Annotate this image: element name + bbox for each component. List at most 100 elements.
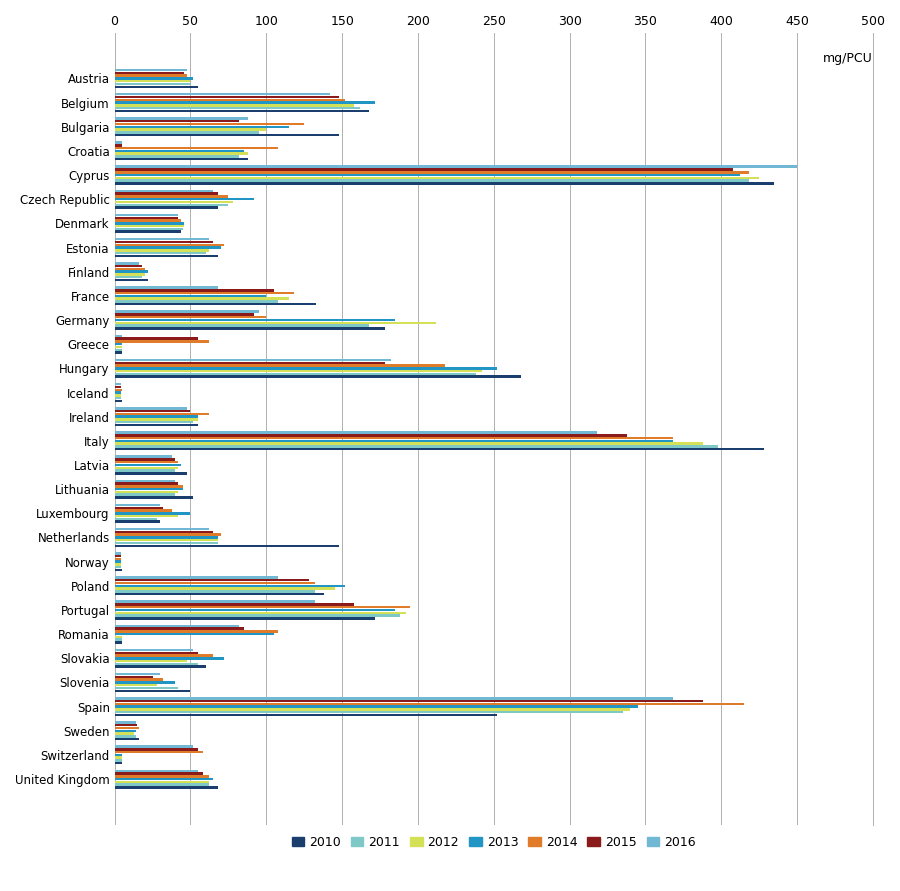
Bar (114, 316, 266, 318)
Bar (114, 603, 355, 606)
Bar (114, 150, 244, 152)
Bar (114, 437, 673, 439)
Bar (114, 649, 194, 651)
Bar (114, 552, 121, 554)
Bar (114, 110, 369, 112)
Bar (114, 413, 209, 415)
Bar (114, 446, 718, 447)
Bar (114, 262, 139, 265)
Bar (114, 732, 134, 735)
Bar (114, 775, 209, 778)
Bar (114, 464, 181, 466)
Bar (114, 673, 160, 675)
Bar (114, 528, 209, 530)
Bar (114, 340, 209, 343)
Bar (114, 609, 395, 611)
Bar (114, 510, 172, 511)
Bar (114, 706, 638, 707)
Bar (114, 203, 229, 206)
Bar (114, 566, 121, 568)
Bar (114, 276, 142, 279)
Bar (114, 274, 145, 275)
Bar (114, 86, 198, 88)
Bar (114, 166, 797, 168)
Bar (114, 238, 209, 241)
Bar (114, 544, 339, 547)
Bar (114, 375, 521, 378)
Bar (114, 123, 304, 125)
Bar (114, 120, 239, 122)
Bar (114, 200, 233, 203)
Bar (114, 772, 202, 775)
Bar (114, 584, 346, 587)
Bar (114, 410, 191, 413)
Text: mg/PCU: mg/PCU (824, 52, 873, 65)
Bar (114, 383, 121, 386)
Bar (114, 192, 218, 195)
Bar (114, 699, 703, 702)
Bar (114, 69, 187, 71)
Bar (114, 721, 136, 723)
Bar (114, 370, 482, 372)
Bar (114, 531, 213, 533)
Bar (114, 388, 122, 391)
Bar (114, 78, 194, 79)
Bar (114, 703, 744, 705)
Bar (114, 400, 122, 402)
Bar (114, 267, 145, 270)
Bar (114, 231, 181, 233)
Bar (114, 651, 198, 654)
Bar (114, 590, 315, 593)
Bar (114, 279, 148, 282)
Bar (114, 372, 475, 375)
Bar (114, 147, 278, 150)
Bar (114, 536, 218, 539)
Bar (114, 289, 274, 291)
Bar (114, 711, 623, 714)
Bar (114, 298, 289, 300)
Bar (114, 418, 198, 421)
Bar (114, 182, 774, 184)
Bar (114, 443, 703, 445)
Bar (114, 479, 176, 482)
Bar (114, 391, 121, 394)
Bar (114, 434, 627, 437)
Bar (114, 614, 400, 617)
Bar (114, 286, 218, 289)
Bar (114, 491, 178, 493)
Bar (114, 75, 187, 77)
Bar (114, 71, 184, 74)
Bar (114, 759, 122, 762)
Bar (114, 708, 630, 711)
Bar (114, 102, 375, 103)
Bar (114, 219, 181, 222)
Bar (114, 362, 384, 364)
Bar (114, 174, 740, 176)
Bar (114, 107, 360, 110)
Bar (114, 684, 158, 686)
Bar (114, 660, 187, 662)
Bar (114, 300, 278, 303)
Bar (114, 249, 209, 251)
Bar (114, 666, 205, 668)
Bar (114, 243, 224, 246)
Bar (114, 762, 122, 764)
Bar (114, 770, 198, 772)
Bar (114, 458, 176, 461)
Bar (114, 292, 293, 294)
Bar (114, 386, 121, 388)
Bar (114, 486, 183, 487)
Bar (114, 346, 122, 348)
Bar (114, 255, 218, 257)
Bar (114, 748, 198, 750)
Bar (114, 520, 160, 523)
Bar (114, 751, 202, 754)
Bar (114, 96, 339, 98)
Bar (114, 80, 191, 82)
Bar (114, 635, 122, 638)
Bar (114, 455, 172, 458)
Bar (114, 179, 749, 182)
Bar (114, 730, 136, 732)
Bar (114, 488, 183, 490)
Bar (114, 198, 254, 200)
